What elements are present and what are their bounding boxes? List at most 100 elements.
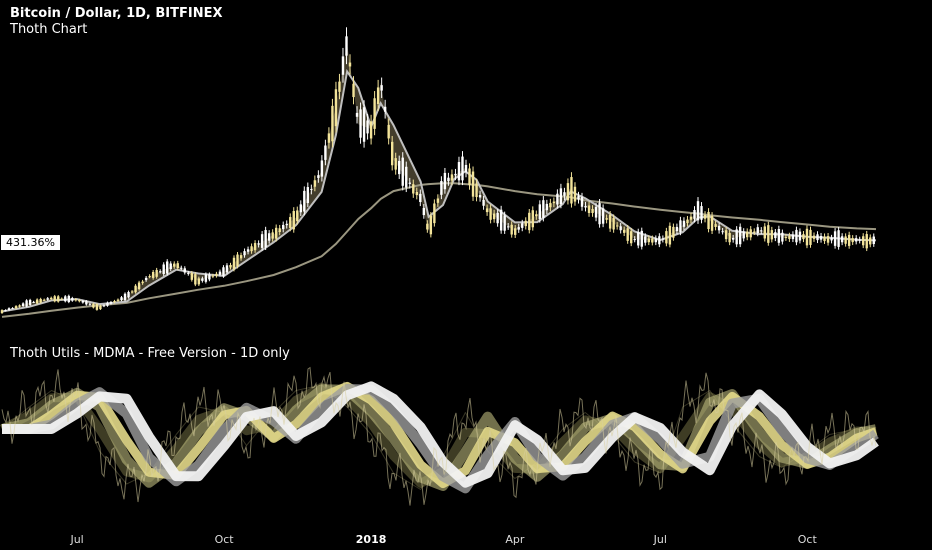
candle-body [826, 236, 830, 243]
candle-body [767, 225, 770, 243]
candle-body [510, 224, 513, 235]
candle-body [194, 274, 197, 285]
candle-body [668, 225, 672, 245]
candle-body [25, 300, 28, 307]
candle-body [559, 188, 563, 205]
candle-body [805, 228, 809, 246]
candle-body [412, 184, 415, 194]
candle-body [587, 205, 591, 213]
candle-body [454, 173, 457, 176]
candle-body [791, 234, 795, 240]
candle-body [387, 124, 390, 139]
candle-body [528, 212, 531, 231]
candle-body [556, 193, 559, 205]
candle-body [858, 239, 861, 241]
candle-body [433, 203, 436, 224]
candle-body [647, 238, 650, 243]
candle-body [686, 219, 689, 223]
candle-body [573, 186, 577, 202]
candle-body [489, 208, 492, 220]
candle-body [257, 243, 260, 245]
candle-body [74, 299, 78, 301]
candle-body [50, 297, 53, 299]
candle-body [637, 231, 640, 246]
candle-body [865, 234, 868, 249]
candle-body [675, 226, 679, 232]
candle-body [303, 190, 306, 212]
candle-body [630, 231, 633, 244]
candle-body [236, 254, 239, 267]
candle-body [267, 233, 271, 241]
candle-body [130, 291, 134, 293]
candle-body [359, 109, 362, 138]
candle-body [211, 275, 215, 277]
candle-body [0, 310, 4, 314]
candle-body [225, 265, 229, 273]
candle-body [106, 302, 109, 306]
candle-body [60, 298, 63, 300]
candle-body [141, 281, 144, 284]
candle-body [475, 183, 478, 198]
candle-body [774, 232, 777, 239]
candle-body [524, 220, 527, 227]
candle-body [812, 235, 816, 239]
candle-body [598, 203, 601, 225]
candle-body [123, 293, 127, 301]
candle-body [689, 216, 693, 220]
candle-body [784, 237, 788, 239]
candle-body [28, 299, 32, 305]
candle-body [851, 238, 854, 243]
candle-body [313, 180, 317, 187]
candle-body [830, 237, 833, 241]
candle-body [120, 297, 123, 300]
candle-body [408, 182, 411, 184]
candle-body [619, 226, 622, 231]
candle-body [67, 295, 70, 303]
x-tick-label: Oct [797, 533, 817, 546]
candle-body [11, 308, 14, 310]
candle-body [190, 273, 194, 280]
candle-body [116, 299, 120, 301]
candle-body [215, 273, 218, 276]
candle-body [749, 229, 752, 238]
price-ma-band [2, 43, 876, 312]
candle-body [92, 303, 95, 308]
candle-body [81, 300, 85, 303]
candle-body [366, 120, 369, 134]
candle-body [274, 227, 278, 239]
candle-body [563, 192, 566, 196]
x-tick-label: Apr [505, 533, 525, 546]
candle-body [327, 133, 331, 143]
candle-body [482, 200, 485, 206]
candle-body [232, 257, 236, 270]
candle-body [253, 243, 257, 251]
candle-body [296, 210, 299, 222]
candle-body [169, 263, 172, 270]
candle-body [763, 226, 766, 239]
candle-body [823, 236, 826, 242]
candle-body [703, 214, 707, 219]
candle-body [426, 223, 429, 230]
candle-body [615, 225, 619, 227]
candle-body [798, 231, 802, 241]
candle-body [362, 107, 366, 142]
candle-body [447, 177, 450, 182]
candle-body [724, 230, 728, 240]
candle-body [204, 274, 208, 282]
candle-body [127, 291, 130, 298]
candle-body [679, 220, 682, 232]
candle-body [521, 223, 524, 228]
candle-body [496, 212, 499, 224]
candle-body [531, 210, 534, 228]
candle-body [102, 305, 106, 307]
candle-body [816, 234, 819, 241]
candle-body [731, 237, 735, 240]
candle-body [580, 197, 584, 207]
candle-body [317, 175, 320, 178]
fast-ma-line [1, 68, 877, 313]
candle-body [113, 300, 116, 303]
candle-body [622, 229, 626, 233]
candle-body [331, 105, 334, 142]
candle-body [415, 192, 418, 196]
